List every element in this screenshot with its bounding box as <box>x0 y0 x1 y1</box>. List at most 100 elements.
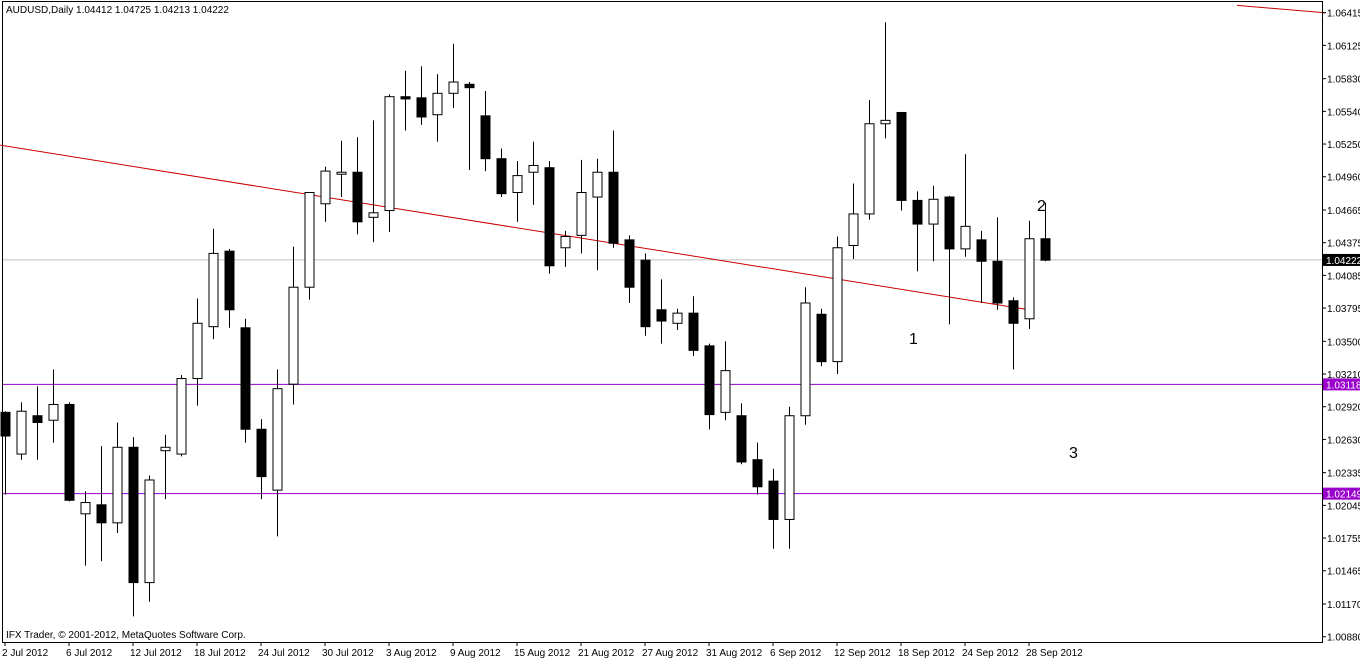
candle-body-bull <box>320 170 331 205</box>
candle-body-bull <box>288 286 299 385</box>
candle-body-bear <box>608 171 619 244</box>
candle-body-bear <box>896 111 907 201</box>
candle <box>800 287 811 425</box>
candle <box>288 246 299 405</box>
candle-body-bull <box>800 302 811 417</box>
candle <box>528 141 539 205</box>
candle-body-bear <box>688 312 699 351</box>
trendline <box>0 144 1030 311</box>
price-tick-label: 1.02045 <box>1327 501 1360 512</box>
candle-body-bull <box>176 378 187 455</box>
candle <box>48 369 59 443</box>
price-tick-label: 1.04375 <box>1327 239 1360 250</box>
candle-body-bear <box>240 327 251 430</box>
candle-body-bull <box>432 92 443 116</box>
time-tick-label: 3 Aug 2012 <box>386 648 437 659</box>
price-axis: 1.06415 1.06125 1.05830 1.05540 1.05250 1.049… <box>1322 9 1360 644</box>
price-tags: 1.03118 1.02149 1.04222 <box>1323 253 1360 501</box>
candle <box>400 70 411 131</box>
time-tick-label: 30 Jul 2012 <box>322 648 374 659</box>
candle <box>192 298 203 406</box>
price-tick-label: 1.04085 <box>1327 271 1360 282</box>
candle <box>448 43 459 108</box>
price-tick-label: 1.05830 <box>1327 75 1360 86</box>
time-tick-label: 15 Aug 2012 <box>514 648 571 659</box>
candle <box>752 442 763 495</box>
candle <box>208 228 219 340</box>
price-tick-label: 1.01755 <box>1327 534 1360 545</box>
candle <box>688 296 699 356</box>
candle <box>576 159 587 254</box>
time-tick-label: 6 Sep 2012 <box>770 648 822 659</box>
candle <box>224 248 235 328</box>
candle-body-bear <box>64 403 75 501</box>
candle <box>464 82 475 170</box>
trendlines <box>0 4 1326 311</box>
candle-body-bear <box>912 199 923 225</box>
time-tick-label: 28 Sep 2012 <box>1026 648 1083 659</box>
candle-body-bear <box>480 115 491 160</box>
candle <box>736 403 747 465</box>
candle-body-bull <box>368 212 379 218</box>
candle-body-bull <box>960 225 971 250</box>
candle <box>16 402 27 460</box>
time-tick-label: 6 Jul 2012 <box>66 648 113 659</box>
price-tick-label: 1.00880 <box>1327 633 1360 644</box>
candle <box>176 375 187 457</box>
candle-body-bear <box>128 446 139 584</box>
candle <box>896 111 907 211</box>
candle <box>144 475 155 602</box>
candle-body-bull <box>864 123 875 215</box>
level-price-tag-bg <box>1323 378 1360 391</box>
candle-body-bear <box>496 158 507 195</box>
time-tick-label: 9 Aug 2012 <box>450 648 501 659</box>
candle-body-bear <box>624 239 635 288</box>
current-price-tag-bg <box>1323 253 1360 266</box>
annotation-2: 2 <box>1037 198 1046 215</box>
candle-body-bull <box>512 175 523 194</box>
candle-body-bull <box>384 96 395 212</box>
candle <box>912 191 923 272</box>
price-tick-label: 1.01170 <box>1327 600 1360 611</box>
candle <box>1008 297 1019 370</box>
candle <box>480 91 491 172</box>
time-tick-label: 12 Sep 2012 <box>834 648 891 659</box>
price-tick-label: 1.04960 <box>1327 173 1360 184</box>
candle <box>1024 220 1035 329</box>
candle-body-bull <box>112 446 123 524</box>
copyright-text: IFX Trader, © 2001-2012, MetaQuotes Soft… <box>6 630 246 641</box>
candle-body-bull <box>448 81 459 94</box>
price-tick-label: 1.02920 <box>1327 403 1360 414</box>
candle <box>1040 202 1051 262</box>
candle-body-bear <box>736 415 747 463</box>
candle-body-bear <box>656 309 667 322</box>
price-tick-label: 1.01465 <box>1327 567 1360 578</box>
candle-body-bull <box>832 247 843 363</box>
plot-frame <box>2 1 1323 643</box>
time-tick-label: 2 Jul 2012 <box>2 648 49 659</box>
candle <box>944 195 955 325</box>
candle <box>416 66 427 125</box>
candle <box>96 446 107 562</box>
candle-body-bull <box>192 322 203 380</box>
annotation-1: 1 <box>909 331 918 348</box>
candle-body-bear <box>464 83 475 89</box>
candle <box>64 402 75 502</box>
candle <box>976 230 987 303</box>
candle <box>768 468 779 549</box>
candle-body-bull <box>80 502 91 515</box>
current-price-tag-label: 1.04222 <box>1326 256 1360 267</box>
candle <box>992 217 1003 310</box>
candle-body-bull <box>592 171 603 198</box>
candle-body-bear <box>1008 300 1019 324</box>
price-tick-label: 1.05250 <box>1327 140 1360 151</box>
candle <box>112 422 123 533</box>
candle <box>720 341 731 421</box>
time-tick-label: 24 Sep 2012 <box>962 648 1019 659</box>
candle-body-bear <box>256 428 267 478</box>
annotation-3: 3 <box>1069 445 1078 462</box>
candle <box>0 411 11 495</box>
candle <box>832 236 843 375</box>
price-tick-label: 1.03210 <box>1327 370 1360 381</box>
